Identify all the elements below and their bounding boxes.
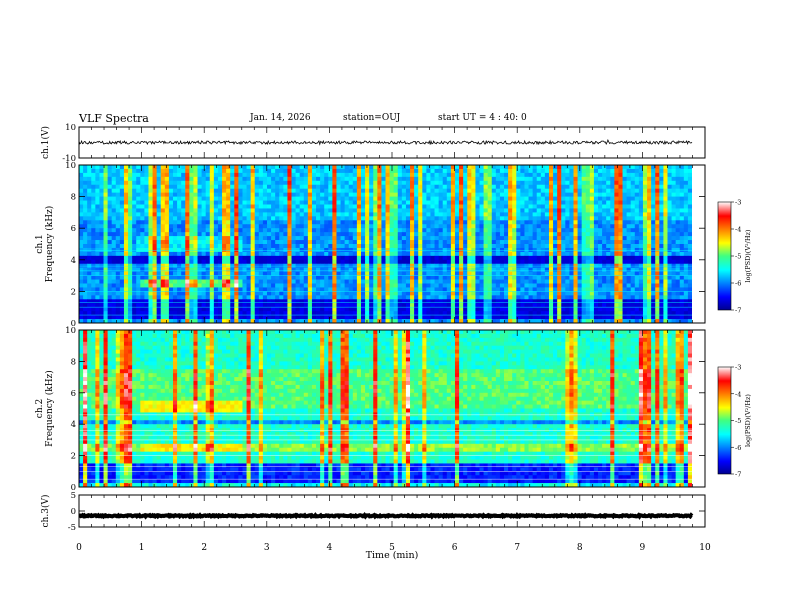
colorbar-tick-label: -5 bbox=[735, 417, 741, 425]
chart-title: VLF Spectra bbox=[79, 112, 149, 125]
x-axis-label: Time (min) bbox=[366, 550, 419, 561]
plot-margin bbox=[692, 330, 705, 487]
x-tick-label: 1 bbox=[139, 543, 145, 553]
ch2-spectrogram-ylabel-channel: ch.2 bbox=[35, 399, 45, 418]
ch1-spectrogram-ylabel-frequency: Frequency (kHz) bbox=[44, 206, 55, 283]
y-tick-label: 5 bbox=[71, 491, 76, 501]
ch1-waveform-trace bbox=[78, 138, 693, 146]
recording-date: Jan. 14, 2026 bbox=[250, 113, 311, 123]
start-time-label: start UT = 4 : 40: 0 bbox=[438, 113, 527, 123]
colorbar-tick-label: -6 bbox=[735, 280, 741, 288]
x-tick-label: 6 bbox=[452, 543, 458, 553]
y-tick-label: 4 bbox=[71, 420, 76, 430]
ch1-spectrogram-cells bbox=[79, 165, 693, 324]
y-tick-label: -5 bbox=[68, 523, 76, 533]
x-tick-label: 3 bbox=[264, 543, 270, 553]
y-tick-label: 0 bbox=[71, 507, 76, 517]
x-tick-label: 4 bbox=[327, 543, 333, 553]
y-tick-label: 8 bbox=[71, 193, 76, 203]
colorbar-tick-label: -4 bbox=[735, 390, 741, 398]
ch1-waveform-ylabel: ch.1(V) bbox=[40, 126, 51, 159]
x-tick-label: 7 bbox=[514, 543, 520, 553]
y-tick-label: 10 bbox=[65, 161, 76, 171]
y-tick-label: 10 bbox=[65, 123, 76, 133]
x-tick-label: 0 bbox=[76, 543, 82, 553]
colorbar-tick-label: -4 bbox=[735, 226, 741, 234]
y-tick-label: -10 bbox=[62, 154, 76, 164]
colorbar-tick-label: -3 bbox=[735, 199, 741, 207]
plot-margin bbox=[692, 165, 705, 323]
y-tick-label: 4 bbox=[71, 256, 76, 266]
ch1-spectrogram-colorbar bbox=[717, 201, 732, 311]
y-tick-label: 6 bbox=[71, 224, 76, 234]
y-tick-label: 2 bbox=[71, 452, 76, 462]
ch2-spectrogram-ylabel-frequency: Frequency (kHz) bbox=[44, 370, 55, 447]
colorbar-tick-label: -3 bbox=[735, 364, 741, 372]
ch3-waveform-ylabel: ch.3(V) bbox=[40, 495, 51, 528]
y-tick-label: 10 bbox=[65, 326, 76, 336]
ch2-spectrogram-cells bbox=[79, 330, 693, 488]
station-label: station=OUJ bbox=[343, 113, 401, 123]
x-tick-label: 9 bbox=[640, 543, 646, 553]
y-tick-label: 8 bbox=[71, 357, 76, 367]
colorbar-tick-label: -6 bbox=[735, 444, 741, 452]
y-tick-label: 6 bbox=[71, 389, 76, 399]
colorbar-tick-label: -7 bbox=[735, 307, 741, 315]
y-tick-label: 2 bbox=[71, 287, 76, 297]
y-tick-label: 0 bbox=[71, 483, 76, 493]
x-tick-label: 8 bbox=[577, 543, 583, 553]
colorbar-tick-label: -7 bbox=[735, 471, 741, 479]
ch2-spectrogram-colorbar bbox=[717, 366, 732, 475]
ch1-spectrogram-ylabel-channel: ch.1 bbox=[35, 234, 45, 253]
colorbar-tick-label: -5 bbox=[735, 253, 741, 261]
ch2-spectrogram-colorbar-label: log(PSD)(V²/Hz) bbox=[744, 394, 752, 447]
ch1-spectrogram-colorbar-label: log(PSD)(V²/Hz) bbox=[744, 229, 752, 282]
ch3-waveform-trace bbox=[78, 512, 694, 520]
x-tick-label: 5 bbox=[389, 543, 395, 553]
x-tick-label: 2 bbox=[201, 543, 207, 553]
y-tick-label: 0 bbox=[71, 319, 76, 329]
x-tick-label: 10 bbox=[699, 543, 711, 553]
